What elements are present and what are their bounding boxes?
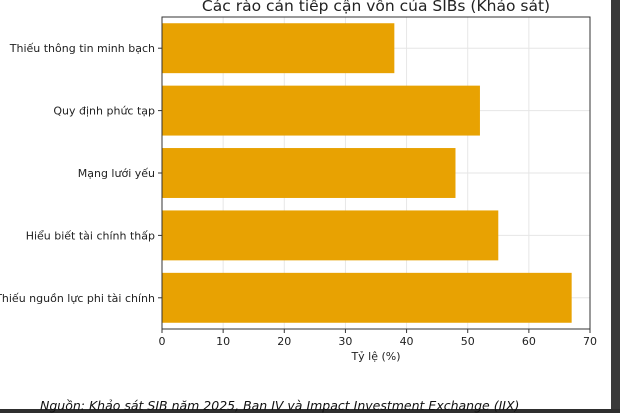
- bar: [162, 23, 395, 74]
- x-tick-label: 10: [216, 335, 230, 348]
- bar: [162, 85, 480, 136]
- y-tick-label: Thiếu nguồn lực phi tài chính: [0, 292, 155, 305]
- x-axis-label: Tỷ lệ (%): [350, 350, 400, 363]
- x-tick-label: 60: [522, 335, 536, 348]
- chart-title: Các rào cản tiếp cận vốn của SIBs (Khảo …: [202, 0, 550, 15]
- y-tick-label: Mạng lưới yếu: [78, 167, 155, 180]
- x-tick-label: 20: [277, 335, 291, 348]
- bars: [162, 23, 572, 323]
- bar: [162, 272, 572, 323]
- y-tick-label: Thiếu thông tin minh bạch: [9, 42, 155, 55]
- window-edge-bottom: [0, 409, 620, 413]
- window-edge-right: [611, 0, 620, 413]
- y-tick-label: Hiểu biết tài chính thấp: [26, 229, 155, 242]
- x-tick-label: 50: [461, 335, 475, 348]
- x-tick-label: 70: [583, 335, 597, 348]
- bar: [162, 210, 499, 261]
- x-tick-label: 30: [338, 335, 352, 348]
- x-tick-label: 0: [159, 335, 166, 348]
- y-tick-label: Quy định phức tạp: [53, 105, 155, 118]
- plot-frame: [161, 16, 591, 330]
- x-tick-label: 40: [400, 335, 414, 348]
- source-note: Nguồn: Khảo sát SIB năm 2025, Ban IV và …: [40, 398, 520, 413]
- axes: 0 10 20 30 40 50 60 70 Thiếu thông tin minh bạch…: [0, 16, 597, 348]
- bar: [162, 148, 456, 198]
